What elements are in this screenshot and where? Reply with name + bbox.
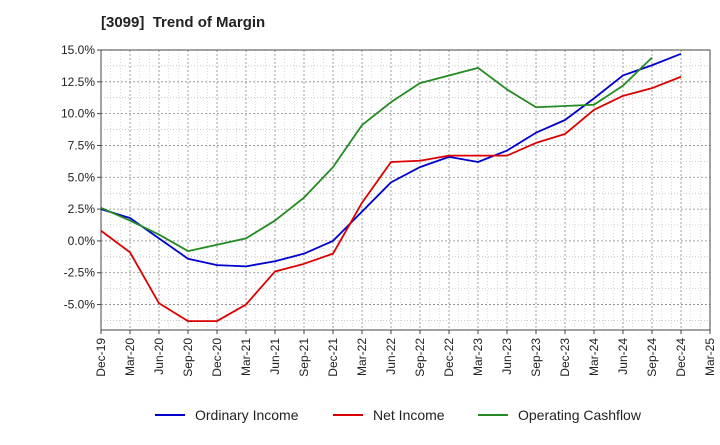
x-tick-label: Jun-21 bbox=[268, 338, 282, 375]
y-tick-label: -5.0% bbox=[64, 298, 96, 312]
x-tick-label: Dec-22 bbox=[442, 338, 456, 377]
y-tick-label: 15.0% bbox=[61, 43, 95, 57]
x-tick-label: Mar-20 bbox=[123, 338, 137, 376]
y-tick-label: 0.0% bbox=[68, 234, 96, 248]
plot-frame bbox=[100, 49, 711, 331]
x-tick-label: Dec-19 bbox=[94, 338, 108, 377]
x-tick-label: Dec-24 bbox=[674, 338, 688, 377]
x-tick-label: Sep-21 bbox=[297, 338, 311, 377]
y-tick-label: -2.5% bbox=[64, 266, 96, 280]
x-tick-label: Mar-23 bbox=[471, 338, 485, 376]
x-tick-label: Mar-22 bbox=[355, 338, 369, 376]
x-tick-label: Jun-24 bbox=[616, 338, 630, 375]
x-tick-label: Sep-22 bbox=[413, 338, 427, 377]
legend-label: Operating Cashflow bbox=[518, 407, 642, 423]
plot-area bbox=[101, 50, 710, 330]
x-tick-label: Jun-20 bbox=[152, 338, 166, 375]
y-tick-label: 10.0% bbox=[61, 107, 95, 121]
x-tick-label: Mar-25 bbox=[703, 338, 717, 376]
series-line-operating-cashflow bbox=[100, 56, 653, 252]
y-tick-label: 5.0% bbox=[68, 170, 96, 184]
x-tick-label: Dec-21 bbox=[326, 338, 340, 377]
y-tick-label: 7.5% bbox=[68, 138, 96, 152]
x-tick-label: Dec-23 bbox=[558, 338, 572, 377]
series-line-net-income bbox=[100, 75, 682, 322]
x-tick-label: Sep-23 bbox=[529, 338, 543, 377]
legend-label: Net Income bbox=[373, 407, 445, 423]
chart-title: [3099] Trend of Margin bbox=[101, 14, 266, 31]
y-tick-label: 2.5% bbox=[68, 202, 96, 216]
legend-label: Ordinary Income bbox=[195, 407, 299, 423]
x-tick-label: Sep-24 bbox=[645, 338, 659, 377]
x-tick-label: Mar-21 bbox=[239, 338, 253, 376]
x-tick-label: Jun-23 bbox=[500, 338, 514, 375]
x-tick-label: Dec-20 bbox=[210, 338, 224, 377]
x-tick-label: Sep-20 bbox=[181, 338, 195, 377]
x-tick-label: Jun-22 bbox=[384, 338, 398, 375]
x-tick-label: Mar-24 bbox=[587, 338, 601, 376]
y-tick-label: 12.5% bbox=[61, 75, 95, 89]
